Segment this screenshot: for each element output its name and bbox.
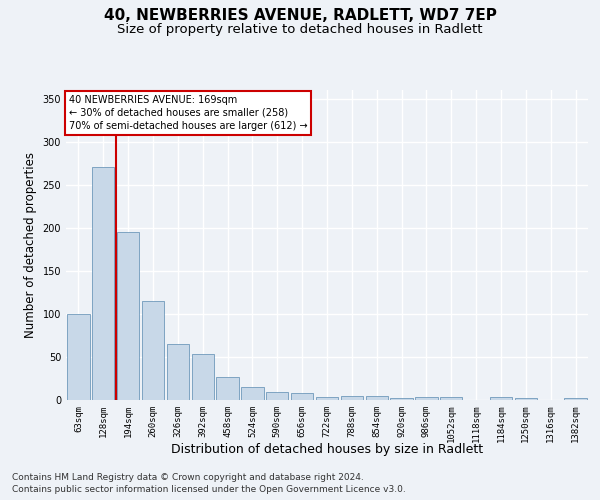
Bar: [241, 387, 263, 400]
Text: Contains HM Land Registry data © Crown copyright and database right 2024.: Contains HM Land Registry data © Crown c…: [12, 472, 364, 482]
Bar: [365, 396, 388, 400]
Text: 40, NEWBERRIES AVENUE, RADLETT, WD7 7EP: 40, NEWBERRIES AVENUE, RADLETT, WD7 7EP: [104, 8, 496, 22]
Bar: [167, 344, 189, 400]
Bar: [67, 314, 89, 400]
Bar: [316, 396, 338, 400]
Text: 40 NEWBERRIES AVENUE: 169sqm
← 30% of detached houses are smaller (258)
70% of s: 40 NEWBERRIES AVENUE: 169sqm ← 30% of de…: [68, 94, 307, 131]
Bar: [217, 377, 239, 400]
Bar: [415, 398, 437, 400]
Y-axis label: Number of detached properties: Number of detached properties: [24, 152, 37, 338]
Bar: [341, 396, 363, 400]
Bar: [391, 398, 413, 400]
Bar: [117, 232, 139, 400]
Bar: [142, 301, 164, 400]
Bar: [291, 393, 313, 400]
Bar: [191, 354, 214, 400]
Bar: [440, 396, 463, 400]
Bar: [565, 398, 587, 400]
Text: Size of property relative to detached houses in Radlett: Size of property relative to detached ho…: [117, 22, 483, 36]
Bar: [490, 398, 512, 400]
Bar: [266, 392, 289, 400]
Bar: [515, 398, 537, 400]
Bar: [92, 168, 115, 400]
Text: Distribution of detached houses by size in Radlett: Distribution of detached houses by size …: [171, 442, 483, 456]
Text: Contains public sector information licensed under the Open Government Licence v3: Contains public sector information licen…: [12, 485, 406, 494]
